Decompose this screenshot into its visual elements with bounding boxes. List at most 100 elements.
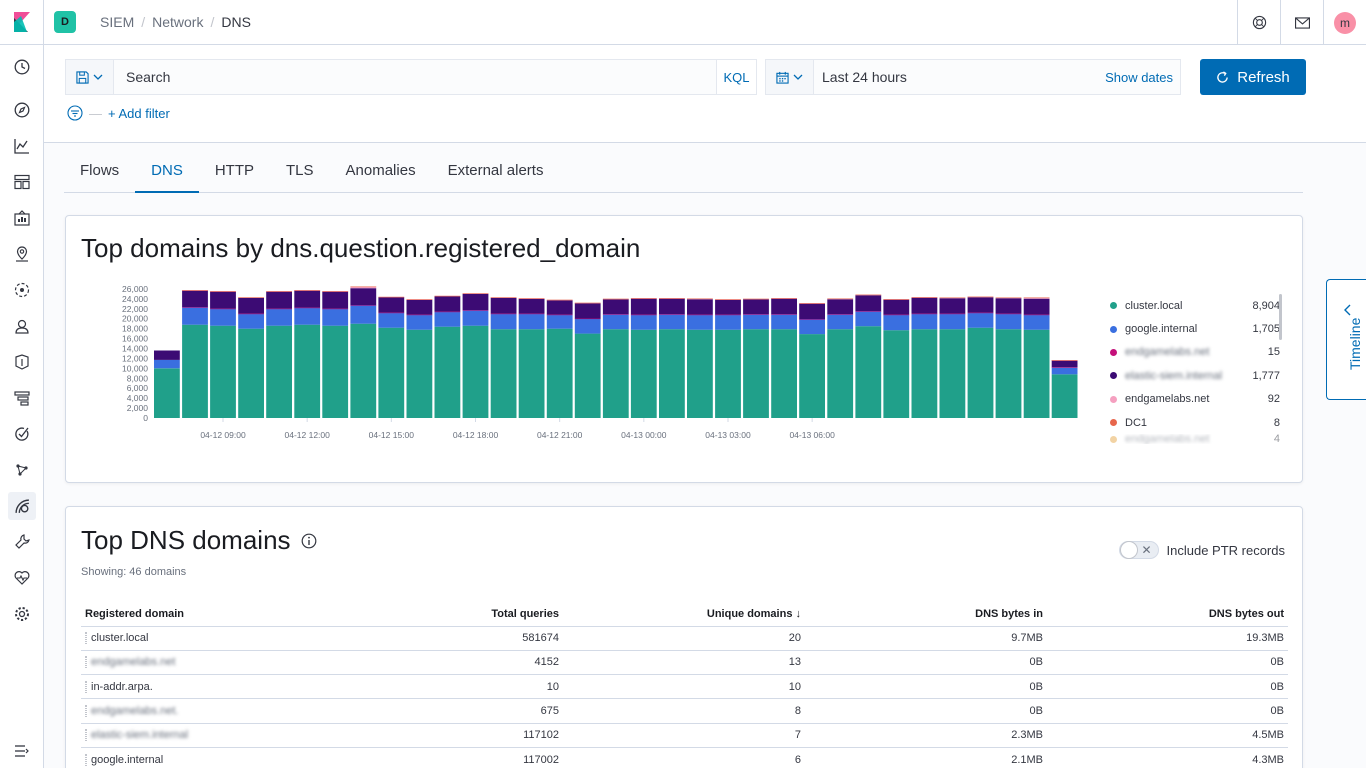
- bytes-out-cell: 0B: [1047, 674, 1288, 700]
- drag-handle-icon[interactable]: [85, 632, 87, 645]
- space-avatar[interactable]: D: [54, 11, 76, 33]
- tab-external-alerts[interactable]: External alerts: [447, 162, 544, 179]
- legend-value: 15: [1267, 346, 1280, 359]
- tab-tls[interactable]: TLS: [286, 162, 314, 179]
- legend-item[interactable]: google.internal 1,705: [1110, 317, 1280, 340]
- table-row: elastic-siem.internal 117102 7 2.3MB 4.5…: [81, 723, 1288, 748]
- chevron-left-icon: [1344, 304, 1351, 316]
- nav-siem[interactable]: [8, 492, 36, 520]
- bar-segment: [210, 291, 236, 309]
- domain-cell[interactable]: endgamelabs.net.: [81, 698, 341, 724]
- tab-http[interactable]: HTTP: [214, 162, 255, 179]
- bar-segment: [630, 314, 657, 330]
- wrench-icon: [15, 534, 30, 549]
- refresh-button[interactable]: Refresh: [1200, 59, 1306, 95]
- col-dns-bytes-out[interactable]: DNS bytes out: [1047, 602, 1288, 627]
- col-dns-bytes-in[interactable]: DNS bytes in: [805, 602, 1047, 627]
- breadcrumb-siem[interactable]: SIEM: [100, 14, 135, 30]
- nav-monitoring[interactable]: [8, 564, 36, 592]
- domain-cell[interactable]: google.internal: [81, 747, 341, 768]
- nav-uptime[interactable]: [8, 420, 36, 448]
- col-total-queries[interactable]: Total queries: [341, 602, 563, 627]
- nav-dev-tools[interactable]: [8, 528, 36, 556]
- total-queries-cell: 10: [341, 674, 563, 700]
- col-registered-domain[interactable]: Registered domain: [81, 602, 341, 627]
- y-tick-label: 8,000: [127, 373, 149, 383]
- x-tick-label: 04-13 06:00: [789, 430, 835, 440]
- tab-dns[interactable]: DNS: [135, 150, 199, 193]
- col-unique-domains[interactable]: Unique domains ↓: [563, 602, 805, 627]
- timeline-flyout-button[interactable]: Timeline: [1326, 279, 1366, 400]
- tab-anomalies[interactable]: Anomalies: [345, 162, 416, 179]
- filter-icon[interactable]: [67, 105, 83, 121]
- bar-segment: [182, 307, 208, 325]
- add-filter-button[interactable]: + Add filter: [108, 105, 170, 121]
- total-queries-cell: 117002: [341, 747, 563, 768]
- domain-cell[interactable]: in-addr.arpa.: [81, 674, 341, 700]
- user-menu-button[interactable]: m: [1323, 0, 1366, 45]
- ptr-switch[interactable]: ✕: [1118, 541, 1159, 559]
- nav-ml[interactable]: [8, 276, 36, 304]
- legend-item[interactable]: DC1 8: [1110, 411, 1280, 434]
- ptr-toggle[interactable]: ✕ Include PTR records: [1118, 541, 1285, 559]
- nav-canvas[interactable]: [8, 204, 36, 232]
- bar-segment: [154, 350, 180, 360]
- show-dates-link[interactable]: Show dates: [1105, 69, 1173, 85]
- save-icon: [76, 70, 89, 84]
- nav-dashboard[interactable]: [8, 168, 36, 196]
- quick-select-button[interactable]: [766, 60, 814, 94]
- info-icon[interactable]: [301, 533, 317, 549]
- bar-segment: [995, 313, 1022, 315]
- saved-queries-button[interactable]: [66, 60, 114, 94]
- domain-cell[interactable]: elastic-siem.internal: [81, 723, 341, 748]
- bar-segment: [350, 305, 377, 306]
- legend-item[interactable]: endgamelabs.net 15: [1110, 341, 1280, 364]
- help-button[interactable]: [1237, 0, 1280, 45]
- legend-scrollbar[interactable]: [1279, 294, 1282, 340]
- date-range-text[interactable]: Last 24 hours: [822, 69, 907, 85]
- nav-recent[interactable]: [8, 53, 36, 81]
- nav-management[interactable]: [8, 600, 36, 628]
- machine-learning-icon: [14, 282, 30, 298]
- domain-cell[interactable]: endgamelabs.net: [81, 650, 341, 676]
- canvas-icon: [14, 210, 30, 226]
- bar-segment: [659, 298, 685, 299]
- y-tick-label: 2,000: [127, 403, 149, 413]
- nav-collapse[interactable]: [8, 737, 36, 765]
- drag-handle-icon[interactable]: [85, 729, 87, 742]
- bar-segment: [827, 314, 854, 330]
- bar-segment: [687, 298, 713, 300]
- drag-handle-icon[interactable]: [85, 753, 87, 766]
- nav-maps[interactable]: [8, 240, 36, 268]
- legend-item[interactable]: endgamelabs.net 4: [1110, 434, 1280, 444]
- chart-legend: cluster.local 8,904 google.internal 1,705 …: [1110, 294, 1280, 444]
- nav-graph[interactable]: [8, 456, 36, 484]
- legend-item[interactable]: endgamelabs.net 92: [1110, 388, 1280, 411]
- bar-segment: [630, 329, 657, 418]
- breadcrumb-network[interactable]: Network: [152, 14, 204, 30]
- domain-cell[interactable]: cluster.local: [81, 626, 341, 651]
- kibana-logo[interactable]: [0, 0, 44, 45]
- search-input[interactable]: [114, 60, 716, 94]
- bar-segment: [715, 299, 741, 315]
- drag-handle-icon[interactable]: [85, 705, 87, 718]
- nav-visualize[interactable]: [8, 132, 36, 160]
- nav-apm[interactable]: [8, 384, 36, 412]
- y-tick-label: 12,000: [122, 353, 148, 363]
- legend-item[interactable]: elastic-siem.internal 1,777: [1110, 364, 1280, 387]
- bar-segment: [855, 326, 882, 418]
- legend-label: DC1: [1125, 416, 1148, 429]
- legend-item[interactable]: cluster.local 8,904: [1110, 294, 1280, 317]
- bar-segment: [939, 313, 966, 315]
- drag-handle-icon[interactable]: [85, 656, 87, 669]
- nav-logs[interactable]: [8, 348, 36, 376]
- table-row: google.internal 117002 6 2.1MB 4.3MB: [81, 747, 1288, 768]
- drag-handle-icon[interactable]: [85, 680, 87, 693]
- newsfeed-button[interactable]: [1280, 0, 1323, 45]
- kql-toggle[interactable]: KQL: [716, 60, 756, 94]
- domain-name: endgamelabs.net: [91, 656, 176, 669]
- tab-flows[interactable]: Flows: [80, 162, 120, 179]
- bar-segment: [350, 286, 377, 289]
- nav-infrastructure[interactable]: [8, 312, 36, 340]
- nav-discover[interactable]: [8, 96, 36, 124]
